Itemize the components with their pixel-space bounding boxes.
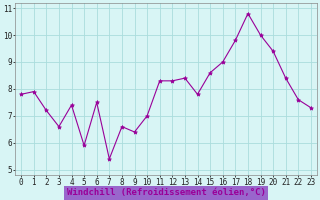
X-axis label: Windchill (Refroidissement éolien,°C): Windchill (Refroidissement éolien,°C) [67,188,266,197]
